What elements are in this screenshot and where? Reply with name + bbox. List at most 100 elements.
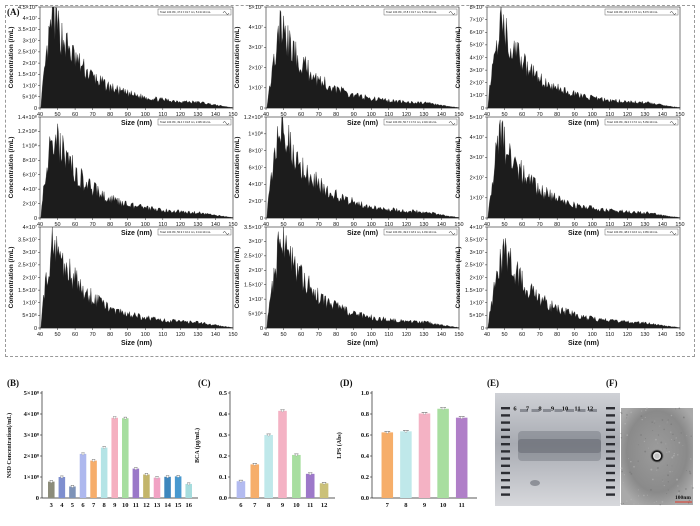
legend-text: Total: 100.0%, 46.0 ± 17.5 nm, 8.97×10⁸/… [607, 10, 658, 14]
ladder-band [501, 479, 510, 481]
data-point [145, 473, 147, 475]
x-tick-label: 4 [60, 502, 64, 509]
x-axis-title: Size (nm) [121, 120, 152, 127]
y-tick-label: 0 [34, 216, 37, 222]
tem-grain [662, 480, 663, 481]
y-axis-title: Concentration (/mL) [455, 137, 462, 199]
x-tick-label: 10 [440, 502, 447, 509]
y-tick-label: 0.2 [361, 474, 369, 481]
tem-grain [650, 469, 652, 471]
x-tick-label: 120 [623, 332, 632, 338]
y-tick-label: 1.2×10⁸ [244, 114, 263, 121]
bar [400, 431, 412, 498]
tem-grain [626, 414, 628, 416]
x-tick-label: 9 [113, 502, 117, 509]
bar-chart-c: 0.0 0.1 0.2 0.3 0.4 0.5 6 7 8 9 10 11 12 BCA (μg/mL) [194, 390, 335, 509]
y-tick-label: 4×10⁸ [24, 411, 39, 418]
y-axis-title: BCA (μg/mL) [194, 428, 201, 463]
bar [101, 448, 108, 498]
tem-grain [630, 461, 632, 463]
size-distribution-chart-1: 40 50 60 70 80 90 100 110 120 130 140 15005×10⁶1×10… [8, 4, 238, 127]
x-tick-label: 80 [554, 332, 560, 338]
bar [320, 483, 329, 498]
tem-grain [654, 502, 655, 503]
tem-grain [666, 493, 667, 494]
y-tick-label: 1×10⁸ [24, 474, 39, 481]
size-distribution-chart-2: 40 50 60 70 80 90 100 110 120 130 140 15001×10⁷2×10… [234, 4, 464, 127]
tem-grain [665, 443, 666, 444]
y-axis-title: Concentration (/mL) [234, 247, 241, 309]
y-tick-label: 0.4 [361, 453, 370, 460]
x-tick-label: 6 [239, 502, 243, 509]
y-tick-label: 1×10⁷ [470, 195, 484, 202]
tem-grain [648, 448, 649, 449]
tem-grain [638, 489, 639, 490]
x-tick-label: 150 [454, 332, 463, 338]
ladder-band [501, 436, 510, 438]
y-tick-label: 3×10⁷ [23, 249, 37, 256]
size-distribution-chart-9: 40 50 60 70 80 90 100 110 120 130 140 15005×10⁶1×10… [455, 224, 685, 347]
legend-box: Total: 100.0%, 48.0 ± 16.6 nm, 3.95×10⁸/… [605, 229, 678, 235]
ladder-band [606, 493, 615, 495]
y-tick-label: 0.0 [361, 495, 369, 502]
x-tick-label: 40 [484, 332, 490, 338]
x-tick-label: 12 [143, 502, 150, 509]
y-tick-label: 1×10⁷ [23, 82, 37, 89]
y-axis-title: Concentration (/mL) [234, 27, 241, 89]
y-tick-label: 2×10⁷ [249, 198, 263, 205]
x-tick-label: 16 [185, 502, 192, 509]
y-tick-label: 1×10⁷ [249, 296, 263, 303]
distribution-area [266, 10, 459, 108]
tem-grain [652, 430, 653, 431]
tem-grain [641, 410, 642, 411]
tem-grain [628, 458, 629, 459]
x-tick-label: 100 [367, 332, 376, 338]
x-axis-title: Size (nm) [347, 120, 378, 127]
tem-grain [626, 417, 627, 418]
x-tick-label: 8 [103, 502, 107, 509]
tem-grain [663, 429, 665, 431]
legend-text: Total: 100.0%, 49.4 ± 19.8 nm, 2.08×10⁹/… [160, 120, 211, 124]
size-distribution-chart-4: 40 50 60 70 80 90 100 110 120 130 140 150 0 2×10⁷ 4×10… [8, 114, 238, 237]
y-tick-label: 0 [260, 106, 263, 112]
data-point [188, 483, 190, 485]
bar [306, 474, 315, 498]
tem-grain [677, 454, 678, 455]
x-tick-label: 12 [321, 502, 328, 509]
y-tick-label: 3.5×10⁷ [465, 236, 484, 243]
data-point [268, 434, 270, 436]
x-tick-label: 8 [267, 502, 271, 509]
y-tick-label: 8×10⁷ [23, 157, 37, 164]
y-tick-label: 0.1 [219, 474, 227, 481]
tem-grain [685, 488, 687, 490]
bar [175, 476, 182, 498]
y-tick-label: 4×10⁷ [23, 15, 37, 22]
bar [250, 464, 259, 498]
x-tick-label: 90 [572, 332, 578, 338]
x-tick-label: 110 [605, 332, 614, 338]
y-tick-label: 0 [481, 106, 484, 112]
tem-grain [621, 437, 622, 438]
bar [456, 418, 468, 498]
tem-grain [678, 442, 680, 444]
x-tick-label: 3 [50, 502, 54, 509]
scale-label: 100nm [675, 495, 691, 501]
y-tick-label: 1.0 [361, 390, 369, 397]
y-tick-label: 8×10⁷ [249, 147, 263, 154]
tem-grain [667, 465, 668, 466]
data-point [254, 463, 256, 465]
ladder-band [501, 421, 510, 423]
tem-grain [643, 495, 645, 497]
tem-grain [692, 409, 693, 410]
tem-grain [671, 456, 673, 458]
data-point [177, 475, 179, 477]
tem-grain [656, 470, 657, 471]
x-axis-title: Size (nm) [568, 340, 599, 347]
size-distribution-chart-5: 40 50 60 70 80 90 100 110 120 130 140 15002×10⁷4×10… [234, 114, 464, 237]
tem-grain [658, 434, 659, 435]
tem-grain [651, 421, 653, 423]
tem-grain [667, 421, 668, 422]
bar [382, 432, 394, 498]
legend-text: Total: 100.0%, 47.0 ± 19.7 nm, 5.13×10⁸/… [160, 10, 211, 14]
x-tick-label: 120 [402, 332, 411, 338]
